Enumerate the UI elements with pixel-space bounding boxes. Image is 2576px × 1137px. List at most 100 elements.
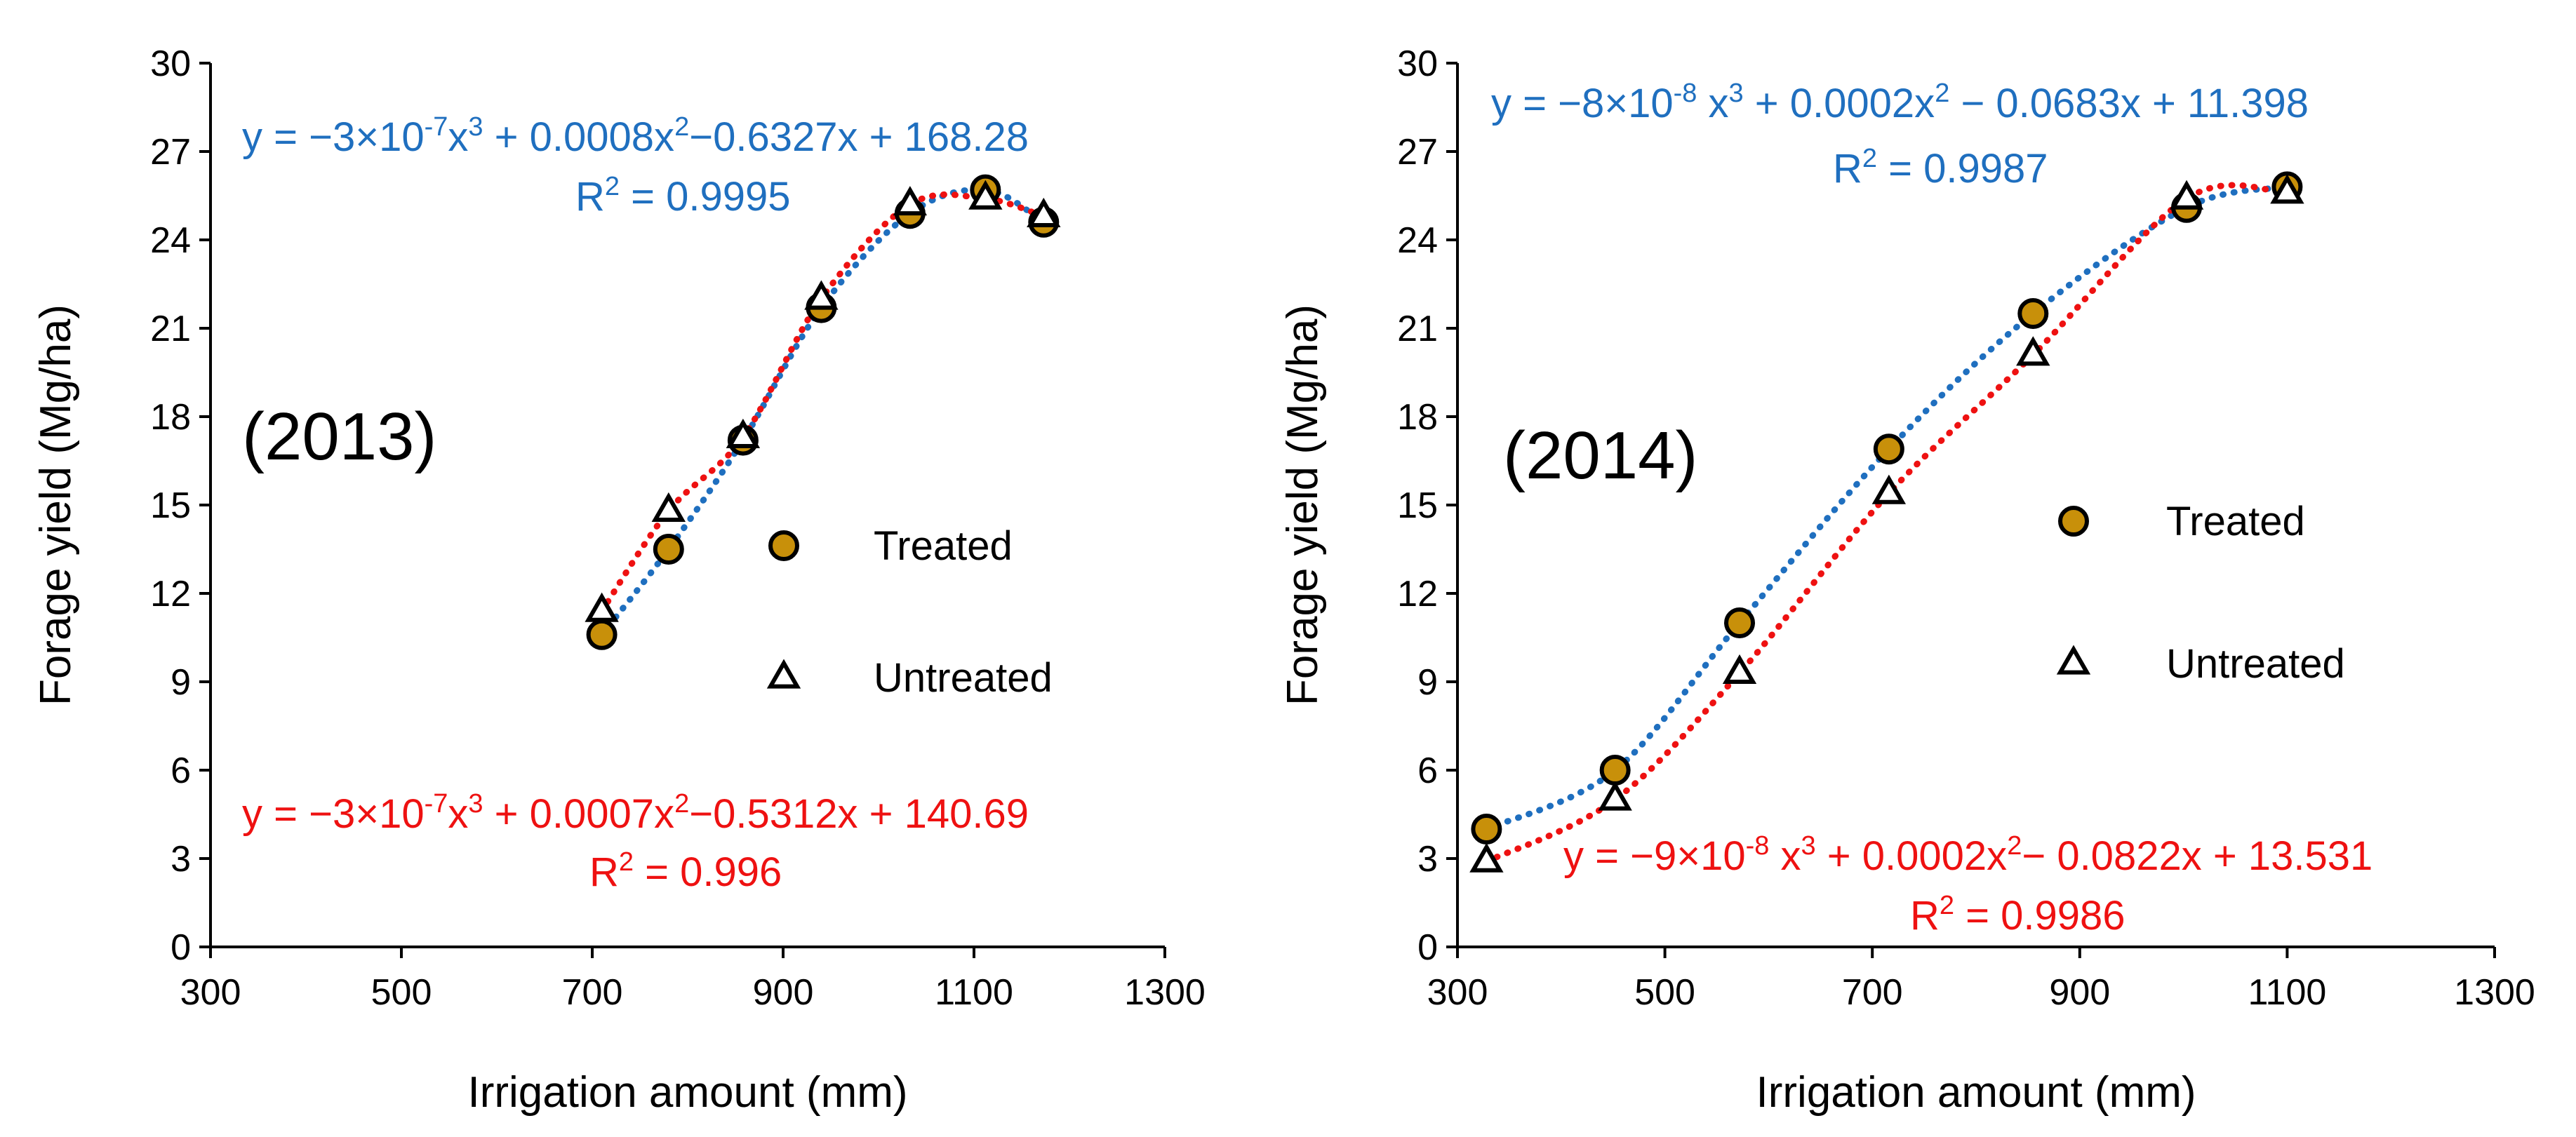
equation-part: −0.5312x + 140.69 — [689, 791, 1029, 837]
chart-panel-2: 0 3 6 9 12 15 18 21 24 27 30 300 500 700 900 1100 1300 Ir… — [1279, 43, 2535, 1117]
x-axis-title: Irrigation amount (mm) — [1756, 1068, 2196, 1117]
x-tick-label: 1300 — [2454, 972, 2535, 1013]
x-tick-label: 500 — [371, 972, 432, 1013]
equation-part: x — [448, 791, 468, 837]
equation-part: y = −8×10 — [1491, 81, 1674, 126]
untreated-point — [2016, 336, 2050, 366]
legend-label-untreated: Untreated — [2166, 641, 2345, 687]
equation-superscript: -8 — [1674, 79, 1697, 108]
y-tick-label: 0 — [171, 927, 191, 968]
equation-part: + 0.0008x — [483, 114, 675, 160]
treated-point — [2017, 298, 2049, 329]
series-treated — [586, 174, 1060, 650]
x-tick-label: 1100 — [935, 972, 1013, 1013]
equation-part: x — [448, 114, 468, 160]
legend-marker-untreated — [766, 659, 801, 689]
equation-part: + 0.0007x — [483, 791, 675, 837]
y-tick-label: 15 — [1397, 485, 1438, 526]
x-tick-label: 1100 — [2248, 972, 2326, 1013]
y-tick-label: 30 — [1397, 43, 1438, 84]
r2-superscript: 2 — [605, 172, 620, 201]
r2-lead: R — [589, 849, 619, 895]
y-tick-label: 9 — [1417, 662, 1438, 703]
y-tick-label: 12 — [1397, 574, 1438, 614]
untreated-point — [726, 418, 761, 448]
y-axis-title: Forage yield (Mg/ha) — [32, 304, 80, 706]
equation-part: −0.6327x + 168.28 — [689, 114, 1029, 160]
y-tick-label: 30 — [150, 43, 191, 84]
legend-marker-untreated — [2056, 645, 2091, 675]
fit-r2-untreated: R2 = 0.9986 — [1910, 891, 2125, 938]
untreated-point — [2270, 174, 2304, 204]
y-tick-label: 9 — [171, 662, 191, 703]
equation-part: x — [1697, 81, 1728, 126]
equation-part: − 0.0822x + 13.531 — [2022, 833, 2373, 879]
y-axis-title: Forage yield (Mg/ha) — [1279, 304, 1327, 706]
equation-part: − 0.0683x + 11.398 — [1949, 81, 2309, 126]
r2-value: = 0.996 — [634, 849, 782, 895]
equation-superscript: -7 — [425, 789, 448, 819]
series-untreated — [1469, 174, 2304, 873]
equation-part: y = −3×10 — [242, 114, 425, 160]
treated-point — [1471, 814, 1502, 845]
equation-superscript: 2 — [674, 789, 689, 819]
series-untreated — [585, 180, 1061, 622]
fit-r2-treated: R2 = 0.9995 — [575, 172, 791, 220]
untreated-point — [1722, 654, 1757, 684]
treated-point — [1873, 433, 1904, 465]
x-axis-title: Irrigation amount (mm) — [467, 1068, 907, 1117]
untreated-point — [893, 186, 928, 216]
x-tick-label: 900 — [753, 972, 814, 1013]
x-tick-label: 700 — [1842, 972, 1903, 1013]
untreated-point — [968, 180, 1003, 210]
r2-value: = 0.9995 — [620, 174, 791, 220]
r2-superscript: 2 — [1940, 891, 1954, 920]
treated-point — [653, 534, 684, 565]
treated-point — [1599, 755, 1631, 786]
legend-label-treated: Treated — [874, 523, 1013, 569]
r2-lead: R — [1910, 893, 1940, 938]
legend-marker-treated — [768, 530, 799, 561]
untreated-point — [1027, 197, 1061, 227]
x-tick-label: 900 — [2049, 972, 2110, 1013]
x-tick-label: 300 — [1427, 972, 1488, 1013]
y-tick-label: 24 — [1397, 220, 1438, 261]
equation-superscript: 2 — [2007, 831, 2022, 861]
legend-label-untreated: Untreated — [874, 655, 1053, 701]
y-tick-label: 27 — [150, 132, 191, 173]
equation-superscript: 3 — [468, 789, 483, 819]
equation-superscript: -7 — [425, 112, 448, 142]
equation-superscript: -8 — [1746, 831, 1770, 861]
equation-superscript: 3 — [1729, 79, 1744, 108]
y-tick-label: 18 — [1397, 397, 1438, 438]
treated-point — [1724, 607, 1756, 638]
y-tick-label: 6 — [171, 751, 191, 791]
y-tick-label: 27 — [1397, 132, 1438, 173]
y-tick-label: 6 — [1417, 751, 1438, 791]
equation-part: + 0.0002x — [1816, 833, 2008, 879]
fit-equation-treated: y = −8×10-8 x3 + 0.0002x2 − 0.0683x + 11… — [1491, 79, 2309, 126]
r2-superscript: 2 — [619, 847, 634, 877]
r2-value: = 0.9986 — [1954, 893, 2125, 938]
y-tick-label: 3 — [171, 839, 191, 880]
y-tick-label: 21 — [150, 309, 191, 349]
untreated-point — [651, 492, 686, 522]
x-tick-label: 1300 — [1124, 972, 1206, 1013]
untreated-point — [1871, 474, 1907, 504]
chart-panel-1: 0 3 6 9 12 15 18 21 24 27 30 300 500 700 900 1100 1300 Ir… — [32, 43, 1206, 1117]
r2-lead: R — [575, 174, 605, 220]
y-tick-label: 12 — [150, 574, 191, 614]
fit-equation-treated: y = −3×10-7x3 + 0.0008x2−0.6327x + 168.2… — [242, 112, 1029, 160]
fit-equation-untreated: y = −3×10-7x3 + 0.0007x2−0.5312x + 140.6… — [242, 789, 1029, 837]
r2-lead: R — [1833, 146, 1862, 191]
untreated-point — [1469, 842, 1504, 873]
legend-label-treated: Treated — [2166, 499, 2305, 544]
y-tick-label: 0 — [1417, 927, 1438, 968]
r2-value: = 0.9987 — [1877, 146, 2048, 191]
untreated-point — [804, 280, 839, 310]
y-tick-label: 21 — [1397, 309, 1438, 349]
legend-marker-treated — [2058, 506, 2089, 537]
untreated-point — [1598, 781, 1632, 811]
equation-superscript: 3 — [1801, 831, 1816, 861]
